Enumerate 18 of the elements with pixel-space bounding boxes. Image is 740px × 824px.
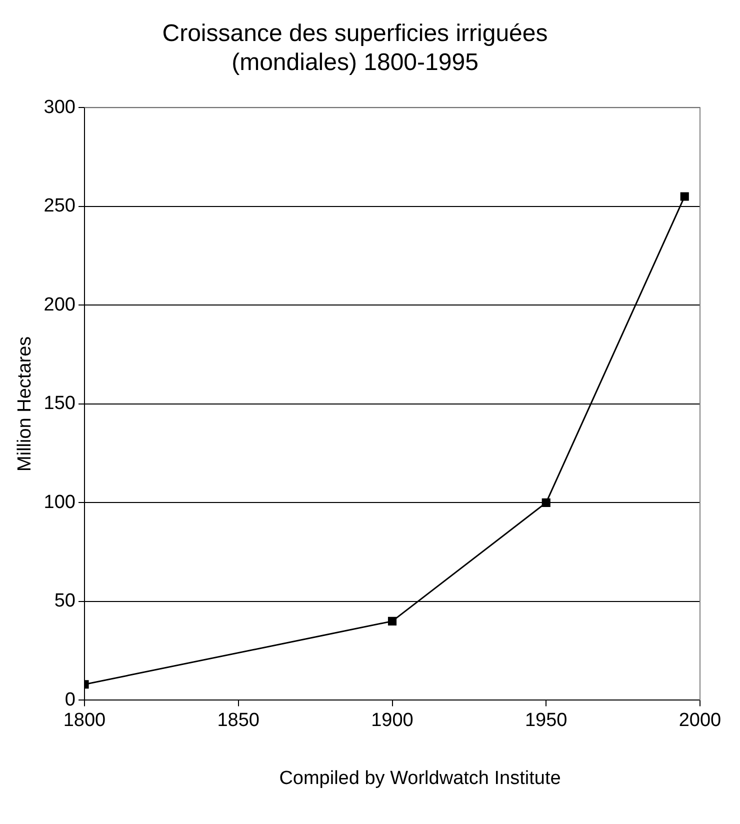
y-tick-label: 0 xyxy=(64,689,76,710)
y-tick-label: 200 xyxy=(44,294,76,316)
x-tick-label: 1900 xyxy=(371,710,414,731)
x-tick-label: 1800 xyxy=(63,710,106,731)
point xyxy=(542,498,550,507)
x-tick-label: 1850 xyxy=(217,710,260,731)
point xyxy=(680,192,689,201)
y-tick-label: 300 xyxy=(44,96,76,118)
x-tick-label: 1950 xyxy=(524,710,568,731)
chart-title: Croissance des superficies irriguées (mondiales) 1800-1995 xyxy=(162,20,548,76)
text: Compiled by Worldwatch Institute xyxy=(278,768,562,790)
y-axis-title: Million Hectares xyxy=(14,336,36,472)
y-tick-label: 100 xyxy=(44,492,76,513)
x-tick-label: 2000 xyxy=(678,710,722,731)
y-tick-label: 150 xyxy=(44,393,76,414)
y-tick-label: 250 xyxy=(44,196,76,217)
y-tick-label: 50 xyxy=(54,590,76,612)
point xyxy=(388,616,397,626)
